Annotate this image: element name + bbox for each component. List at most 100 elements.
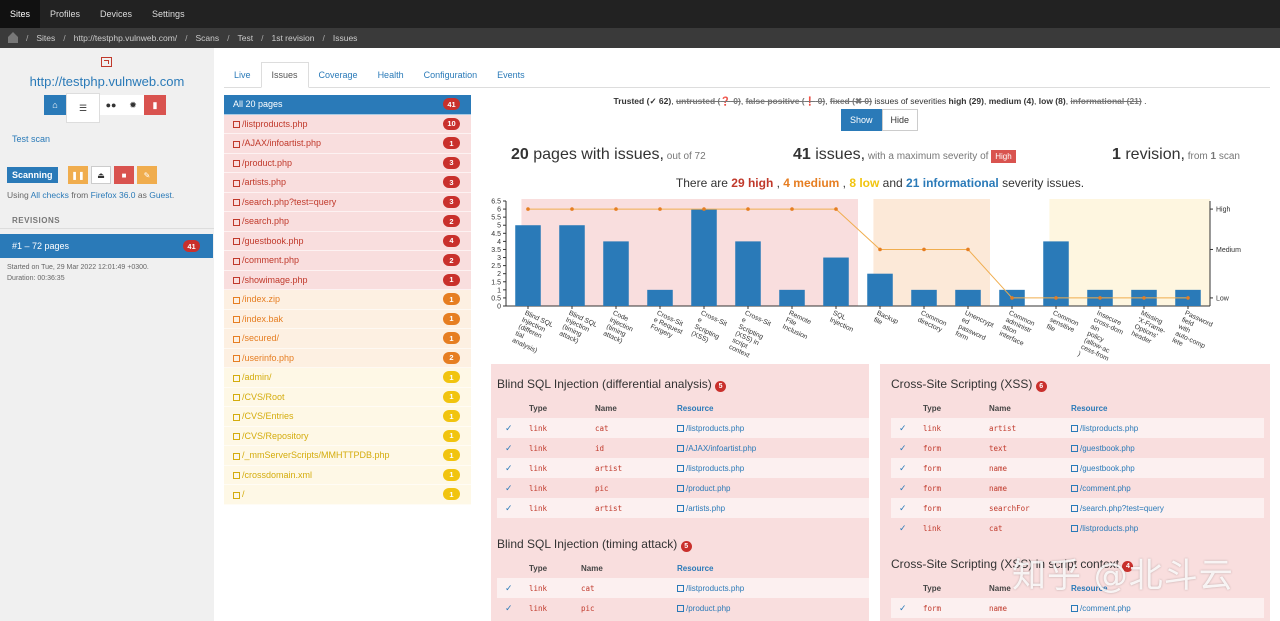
table-row[interactable]: ✓ link artist/artists.php: [497, 498, 869, 518]
tab-health[interactable]: Health: [377, 70, 404, 80]
tab-configuration[interactable]: Configuration: [423, 70, 478, 80]
site-url[interactable]: http://testphp.vulnweb.com: [29, 74, 185, 89]
check-icon[interactable]: ✓: [899, 522, 907, 533]
table-row[interactable]: ✓ link cat/listproducts.php: [497, 418, 869, 438]
page-item[interactable]: /userinfo.php 2: [224, 348, 471, 368]
check-icon[interactable]: ✓: [899, 462, 907, 473]
nav-sites[interactable]: Sites: [0, 0, 41, 28]
users-button[interactable]: ●●: [100, 95, 122, 115]
breadcrumb-item[interactable]: Test: [237, 33, 254, 43]
tab-events[interactable]: Events: [497, 70, 525, 80]
page-item[interactable]: /CVS/Repository 1: [224, 426, 471, 446]
revision-item[interactable]: #1 – 72 pages 41: [0, 234, 213, 258]
tab-issues[interactable]: Issues: [260, 62, 309, 88]
resource-link[interactable]: /listproducts.php: [1071, 424, 1138, 433]
table-row[interactable]: ✓ link pic/product.php: [497, 598, 869, 618]
resource-link[interactable]: /listproducts.php: [1071, 524, 1138, 533]
table-row[interactable]: ✓ form name/comment.php: [891, 478, 1264, 498]
informational-filter[interactable]: informational (21): [1070, 96, 1142, 106]
issue-title[interactable]: Blind SQL Injection (timing attack) 5: [497, 537, 692, 552]
tab-coverage[interactable]: Coverage: [318, 70, 358, 80]
medium-filter[interactable]: medium (4): [988, 96, 1035, 106]
page-item[interactable]: /crossdomain.xml 1: [224, 465, 471, 485]
checks-link[interactable]: All checks: [30, 190, 69, 200]
table-row[interactable]: ✓ form searchFor/search.php?test=query: [891, 498, 1264, 518]
table-row[interactable]: ✓ form text/guestbook.php: [891, 438, 1264, 458]
page-item[interactable]: /secured/1: [224, 329, 471, 349]
resource-link[interactable]: /guestbook.php: [1071, 444, 1135, 453]
trusted-filter[interactable]: Trusted (✓ 62): [613, 96, 672, 106]
resource-link[interactable]: /product.php: [677, 604, 730, 613]
all-pages-item[interactable]: All 20 pages 41: [224, 95, 471, 115]
issue-title[interactable]: Cross-Site Scripting (XSS) 6: [891, 377, 1047, 392]
browser-link[interactable]: Firefox 36.0: [90, 190, 136, 200]
page-item[interactable]: /product.php 3: [224, 153, 471, 173]
nav-settings[interactable]: Settings: [152, 9, 185, 19]
nav-profiles[interactable]: Profiles: [50, 9, 81, 19]
page-item[interactable]: /showimage.php 1: [224, 270, 471, 290]
table-row[interactable]: ✓ link pic/product.php: [497, 478, 869, 498]
breadcrumb-item[interactable]: http://testphp.vulnweb.com/: [73, 33, 178, 43]
check-icon[interactable]: ✓: [505, 462, 513, 473]
resource-link[interactable]: /product.php: [677, 484, 730, 493]
page-item[interactable]: /listproducts.php 10: [224, 114, 471, 134]
resource-link[interactable]: /listproducts.php: [677, 584, 744, 593]
check-icon[interactable]: ✓: [505, 582, 513, 593]
page-item[interactable]: /search.php?test=query 3: [224, 192, 471, 212]
table-row[interactable]: ✓ form name/guestbook.php: [891, 458, 1264, 478]
test-scan-link[interactable]: Test scan: [12, 134, 51, 144]
page-item[interactable]: /index.bak 1: [224, 309, 471, 329]
high-filter[interactable]: high (29): [948, 96, 984, 106]
table-row[interactable]: ✓ link cat/listproducts.php: [891, 518, 1264, 538]
check-icon[interactable]: ✓: [899, 482, 907, 493]
check-icon[interactable]: ✓: [899, 602, 907, 613]
breadcrumb-item[interactable]: 1st revision: [271, 33, 315, 43]
page-item[interactable]: /AJAX/infoartist.php 1: [224, 134, 471, 154]
check-icon[interactable]: ✓: [505, 502, 513, 513]
check-icon[interactable]: ✓: [899, 442, 907, 453]
delete-button[interactable]: ▮: [144, 95, 166, 115]
check-icon[interactable]: ✓: [505, 482, 513, 493]
check-icon[interactable]: ✓: [899, 422, 907, 433]
home-icon[interactable]: [8, 31, 18, 43]
hide-button[interactable]: Hide: [881, 109, 919, 131]
page-item[interactable]: /1: [224, 485, 471, 505]
issue-title[interactable]: Cross-Site Scripting (XSS) in script con…: [891, 557, 1134, 572]
resource-link[interactable]: /listproducts.php: [677, 464, 744, 473]
page-item[interactable]: /guestbook.php 4: [224, 231, 471, 251]
check-icon[interactable]: ✓: [505, 602, 513, 613]
page-item[interactable]: /CVS/Root 1: [224, 387, 471, 407]
table-row[interactable]: ✓ link id/AJAX/infoartist.php: [497, 438, 869, 458]
issue-title[interactable]: Blind SQL Injection (differential analys…: [497, 377, 727, 392]
breadcrumb-item[interactable]: Sites: [36, 33, 56, 43]
resource-link[interactable]: /listproducts.php: [677, 424, 744, 433]
breadcrumb-item[interactable]: Scans: [195, 33, 220, 43]
untrusted-filter[interactable]: untrusted (❓ 0): [675, 96, 741, 106]
table-row[interactable]: ✓ link cat/listproducts.php: [497, 578, 869, 598]
pause-button[interactable]: ❚❚: [68, 166, 88, 184]
check-icon[interactable]: ✓: [505, 422, 513, 433]
resource-link[interactable]: /AJAX/infoartist.php: [677, 444, 756, 453]
home-button[interactable]: ⌂: [44, 95, 66, 115]
settings-button[interactable]: ✹: [122, 95, 144, 115]
nav-devices[interactable]: Devices: [100, 9, 133, 19]
fixed-filter[interactable]: fixed (✖ 0): [829, 96, 872, 106]
resource-link[interactable]: /artists.php: [677, 504, 725, 513]
table-row[interactable]: ✓ link artist/listproducts.php: [891, 418, 1264, 438]
check-icon[interactable]: ✓: [505, 442, 513, 453]
check-icon[interactable]: ✓: [899, 502, 907, 513]
checklist-button[interactable]: ☰: [66, 93, 100, 123]
page-item[interactable]: /artists.php 3: [224, 173, 471, 193]
breadcrumb-item[interactable]: Issues: [332, 33, 358, 43]
resource-link[interactable]: /comment.php: [1071, 484, 1131, 493]
stop-button[interactable]: ■: [114, 166, 134, 184]
table-row[interactable]: ✓ form name/comment.php: [891, 598, 1264, 618]
low-filter[interactable]: low (8): [1038, 96, 1066, 106]
user-link[interactable]: Guest: [149, 190, 172, 200]
page-item[interactable]: /comment.php 2: [224, 251, 471, 271]
page-item[interactable]: /search.php 2: [224, 212, 471, 232]
false-positive-filter[interactable]: false positive (❗ 0): [745, 96, 826, 106]
resource-link[interactable]: /search.php?test=query: [1071, 504, 1164, 513]
page-item[interactable]: /admin/1: [224, 368, 471, 388]
edit-button[interactable]: ✎: [137, 166, 157, 184]
